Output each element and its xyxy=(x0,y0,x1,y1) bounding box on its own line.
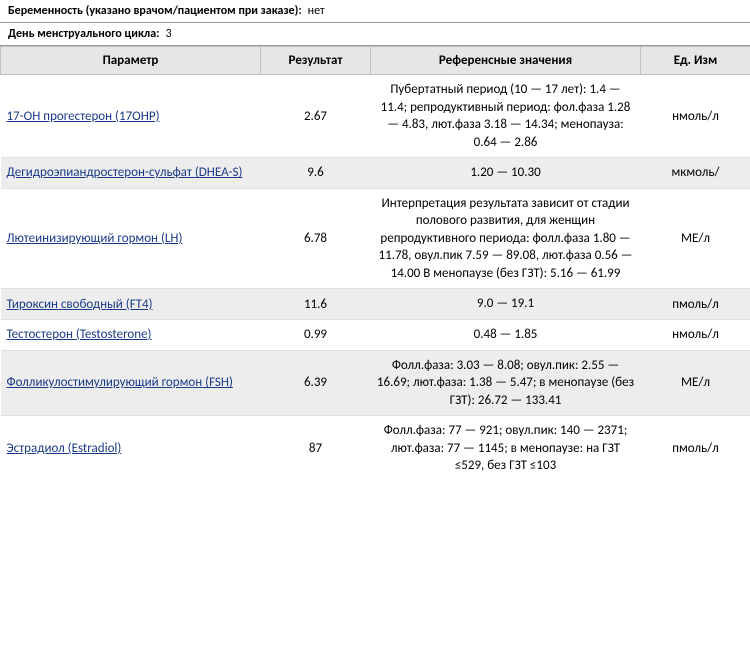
cell-param: Лютеинизирующий гормон (LH) xyxy=(1,188,261,289)
cell-unit: МЕ/л xyxy=(641,350,750,416)
cycle-day-info-row: День менструального цикла: 3 xyxy=(0,23,750,46)
cell-param: Тироксин свободный (FT4) xyxy=(1,289,261,320)
cell-unit: нмоль/л xyxy=(641,75,750,158)
table-row: Тестостерон (Testosterone) 0.990.48 — 1.8… xyxy=(1,320,750,351)
table-row: Дегидроэпиандростерон-сульфат (DHEA-S) 9.… xyxy=(1,158,750,189)
cell-result: 11.6 xyxy=(261,289,371,320)
results-table: Параметр Результат Референсные значения … xyxy=(0,46,750,481)
pregnancy-value: нет xyxy=(308,4,325,18)
col-header-ref: Референсные значения xyxy=(371,47,641,75)
cell-result: 6.78 xyxy=(261,188,371,289)
cell-unit: мкмоль/ xyxy=(641,158,750,189)
cell-unit: нмоль/л xyxy=(641,320,750,351)
cell-reference: Пубертатный период (10 — 17 лет): 1.4 — … xyxy=(371,75,641,158)
cell-result: 6.39 xyxy=(261,350,371,416)
cycle-day-label: День менструального цикла: xyxy=(8,27,159,41)
cell-result: 0.99 xyxy=(261,320,371,351)
param-link[interactable]: 17-ОН прогестерон (17ОНР) xyxy=(7,109,160,124)
col-header-unit: Ед. Изм xyxy=(641,47,750,75)
cell-reference: Фолл.фаза: 3.03 — 8.08; овул.пик: 2.55 —… xyxy=(371,350,641,416)
cell-param: Эстрадиол (Estradiol) xyxy=(1,416,261,481)
table-row: Фолликулостимулирующий гормон (FSH) 6.39Ф… xyxy=(1,350,750,416)
table-row: 17-ОН прогестерон (17ОНР) 2.67Пубертатный… xyxy=(1,75,750,158)
table-row: Тироксин свободный (FT4) 11.69.0 — 19.1пм… xyxy=(1,289,750,320)
pregnancy-label: Беременность (указано врачом/пациентом п… xyxy=(8,4,302,18)
col-header-result: Результат xyxy=(261,47,371,75)
cell-param: 17-ОН прогестерон (17ОНР) xyxy=(1,75,261,158)
col-header-param: Параметр xyxy=(1,47,261,75)
cell-param: Тестостерон (Testosterone) xyxy=(1,320,261,351)
cell-reference: 0.48 — 1.85 xyxy=(371,320,641,351)
cell-param: Фолликулостимулирующий гормон (FSH) xyxy=(1,350,261,416)
param-link[interactable]: Тестостерон (Testosterone) xyxy=(7,327,152,342)
cell-unit: пмоль/л xyxy=(641,416,750,481)
cell-reference: 1.20 — 10.30 xyxy=(371,158,641,189)
cell-result: 2.67 xyxy=(261,75,371,158)
cell-param: Дегидроэпиандростерон-сульфат (DHEA-S) xyxy=(1,158,261,189)
table-header-row: Параметр Результат Референсные значения … xyxy=(1,47,750,75)
param-link[interactable]: Лютеинизирующий гормон (LH) xyxy=(7,231,183,246)
cell-reference: Фолл.фаза: 77 — 921; овул.пик: 140 — 237… xyxy=(371,416,641,481)
cell-result: 9.6 xyxy=(261,158,371,189)
param-link[interactable]: Дегидроэпиандростерон-сульфат (DHEA-S) xyxy=(7,165,243,180)
param-link[interactable]: Тироксин свободный (FT4) xyxy=(7,297,153,312)
cell-unit: МЕ/л xyxy=(641,188,750,289)
cell-result: 87 xyxy=(261,416,371,481)
cell-reference: 9.0 — 19.1 xyxy=(371,289,641,320)
table-row: Лютеинизирующий гормон (LH) 6.78Интерпрет… xyxy=(1,188,750,289)
table-row: Эстрадиол (Estradiol) 87Фолл.фаза: 77 — 9… xyxy=(1,416,750,481)
cell-reference: Интерпретация результата зависит от стад… xyxy=(371,188,641,289)
param-link[interactable]: Эстрадиол (Estradiol) xyxy=(7,441,122,456)
cycle-day-value: 3 xyxy=(165,27,171,41)
param-link[interactable]: Фолликулостимулирующий гормон (FSH) xyxy=(7,375,233,390)
cell-unit: пмоль/л xyxy=(641,289,750,320)
pregnancy-info-row: Беременность (указано врачом/пациентом п… xyxy=(0,0,750,23)
